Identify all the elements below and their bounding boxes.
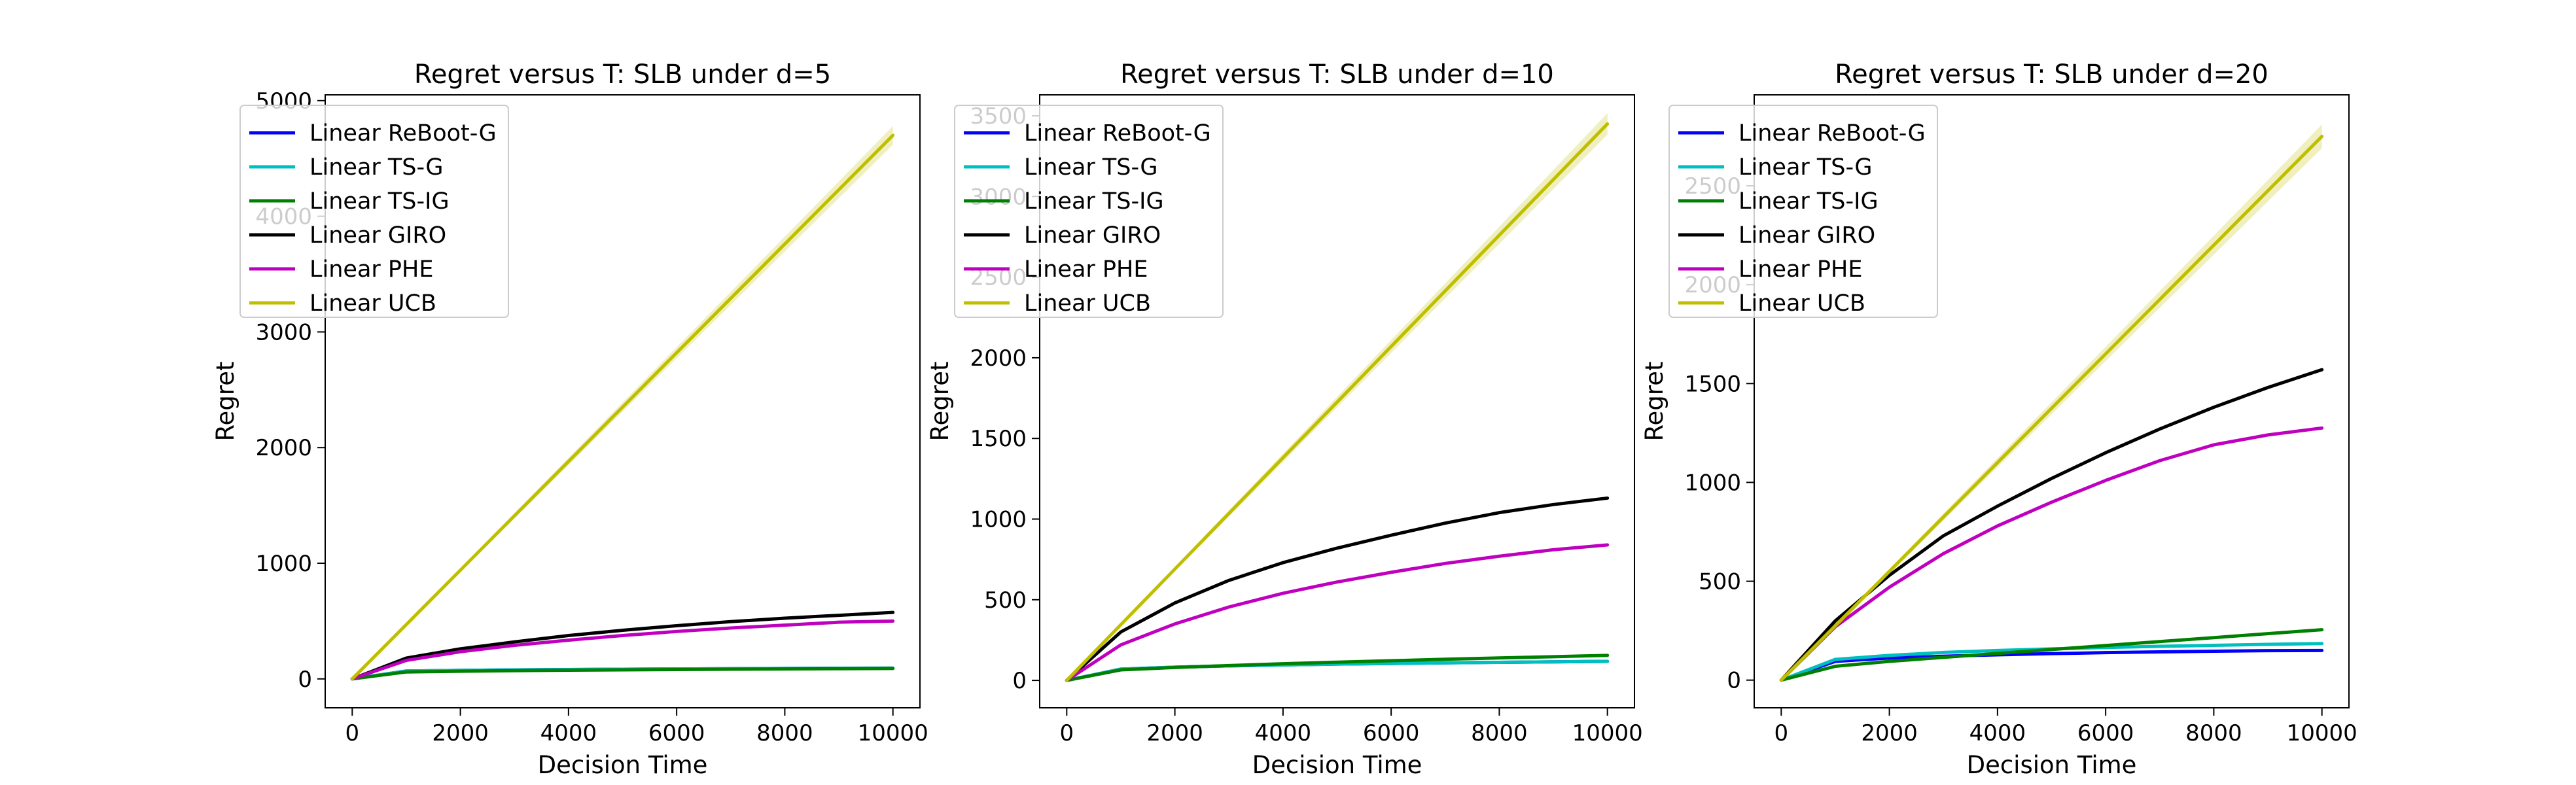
legend-label: Linear GIRO <box>1738 222 1875 249</box>
axes-frame <box>1754 94 2350 708</box>
y-axis-label: Regret <box>926 362 954 442</box>
legend-box <box>1668 105 1938 318</box>
axes-frame <box>325 94 921 708</box>
series-line-1 <box>1779 648 2324 682</box>
series-line-5 <box>1779 426 2324 682</box>
axes-frame <box>1039 94 1635 708</box>
legend-label: Linear GIRO <box>1024 222 1161 249</box>
legend: Linear ReBoot-G Linear TS-G Linear TS-IG Li… <box>239 105 509 318</box>
legend-label: Linear TS-G <box>1738 154 1873 181</box>
y-tick-label: 0 <box>298 667 312 693</box>
legend-box <box>954 105 1224 318</box>
x-tick-label: 8000 <box>756 720 813 746</box>
y-tick-label: 1000 <box>970 507 1027 533</box>
legend-label: Linear PHE <box>309 256 433 283</box>
x-tick-label: 0 <box>1774 720 1788 746</box>
series-line-6 <box>1065 122 1610 682</box>
subplot-2: Regret versus T: SLB under d=10 0 2000 4000… <box>926 60 1643 779</box>
plot-area <box>350 126 895 681</box>
y-tick-label: 3000 <box>255 319 312 345</box>
y-tick-label: 1500 <box>1684 371 1741 397</box>
subplot-3: Regret versus T: SLB under d=20 0 2000 4000… <box>1640 60 2357 779</box>
y-axis-label: Regret <box>1640 362 1668 442</box>
series-line-5 <box>1065 543 1610 682</box>
legend-label: Linear TS-G <box>1024 154 1158 181</box>
x-tick-label: 8000 <box>2185 720 2242 746</box>
x-tick-label: 6000 <box>2077 720 2134 746</box>
y-tick-label: 1500 <box>970 426 1027 452</box>
legend-label: Linear ReBoot-G <box>1024 120 1211 147</box>
y-tick-label: 2000 <box>970 345 1027 372</box>
plot-title: Regret versus T: SLB under d=10 <box>1120 60 1554 90</box>
y-tick-label: 500 <box>984 587 1027 614</box>
x-tick-label: 4000 <box>1255 720 1312 746</box>
series-line-2 <box>1065 659 1610 682</box>
series-line-4 <box>350 610 895 681</box>
plot-area <box>1779 124 2324 682</box>
series-line-6 <box>350 133 895 681</box>
legend-label: Linear TS-G <box>309 154 444 181</box>
x-tick-label: 0 <box>345 720 359 746</box>
legend-label: Linear PHE <box>1738 256 1862 283</box>
ucb-confidence-band <box>352 126 893 679</box>
ucb-confidence-band <box>1067 113 1608 681</box>
series-line-4 <box>1065 496 1610 682</box>
series-line-3 <box>1065 654 1610 682</box>
y-tick-label: 1000 <box>255 551 312 577</box>
series-line-3 <box>1779 628 2324 682</box>
legend: Linear ReBoot-G Linear TS-G Linear TS-IG Li… <box>1668 105 1938 318</box>
legend-label: Linear PHE <box>1024 256 1148 283</box>
plot-title: Regret versus T: SLB under d=20 <box>1835 60 2268 90</box>
y-tick-label: 1000 <box>1684 470 1741 496</box>
x-tick-label: 4000 <box>540 720 597 746</box>
legend: Linear ReBoot-G Linear TS-G Linear TS-IG Li… <box>954 105 1224 318</box>
legend-label: Linear UCB <box>309 290 436 317</box>
legend-label: Linear UCB <box>1024 290 1151 317</box>
x-tick-label: 6000 <box>648 720 705 746</box>
x-tick-label: 10000 <box>858 720 928 746</box>
legend-label: Linear TS-IG <box>1738 188 1879 215</box>
x-tick-label: 0 <box>1059 720 1074 746</box>
legend-label: Linear UCB <box>1738 290 1865 317</box>
legend-label: Linear TS-IG <box>309 188 450 215</box>
series-line-4 <box>1779 368 2324 682</box>
x-tick-label: 8000 <box>1471 720 1528 746</box>
legend-box <box>239 105 509 318</box>
y-tick-label: 2000 <box>255 435 312 461</box>
series-line-5 <box>350 619 895 681</box>
x-tick-label: 2000 <box>432 720 489 746</box>
ucb-confidence-band <box>1781 124 2322 680</box>
y-tick-label: 0 <box>1727 668 1741 694</box>
legend-label: Linear ReBoot-G <box>1738 120 1926 147</box>
x-axis-label: Decision Time <box>1252 751 1422 779</box>
legend-label: Linear GIRO <box>309 222 446 249</box>
x-axis-label: Decision Time <box>538 751 708 779</box>
y-axis-label: Regret <box>211 362 239 442</box>
legend-label: Linear TS-IG <box>1024 188 1164 215</box>
plot-title: Regret versus T: SLB under d=5 <box>414 60 831 90</box>
x-axis-label: Decision Time <box>1967 751 2137 779</box>
x-tick-label: 2000 <box>1146 720 1203 746</box>
series-line-3 <box>350 667 895 681</box>
subplot-1: Regret versus T: SLB under d=5 0 2000 4000 6… <box>211 60 928 779</box>
x-tick-label: 10000 <box>2287 720 2357 746</box>
y-tick-label: 500 <box>1699 569 1741 595</box>
plot-area <box>1065 113 1610 682</box>
y-tick-label: 0 <box>1012 668 1027 694</box>
x-tick-label: 6000 <box>1363 720 1420 746</box>
series-line-6 <box>1779 134 2324 682</box>
x-tick-label: 10000 <box>1572 720 1643 746</box>
x-tick-label: 2000 <box>1861 720 1918 746</box>
x-tick-label: 4000 <box>1969 720 2026 746</box>
legend-label: Linear ReBoot-G <box>309 120 497 147</box>
